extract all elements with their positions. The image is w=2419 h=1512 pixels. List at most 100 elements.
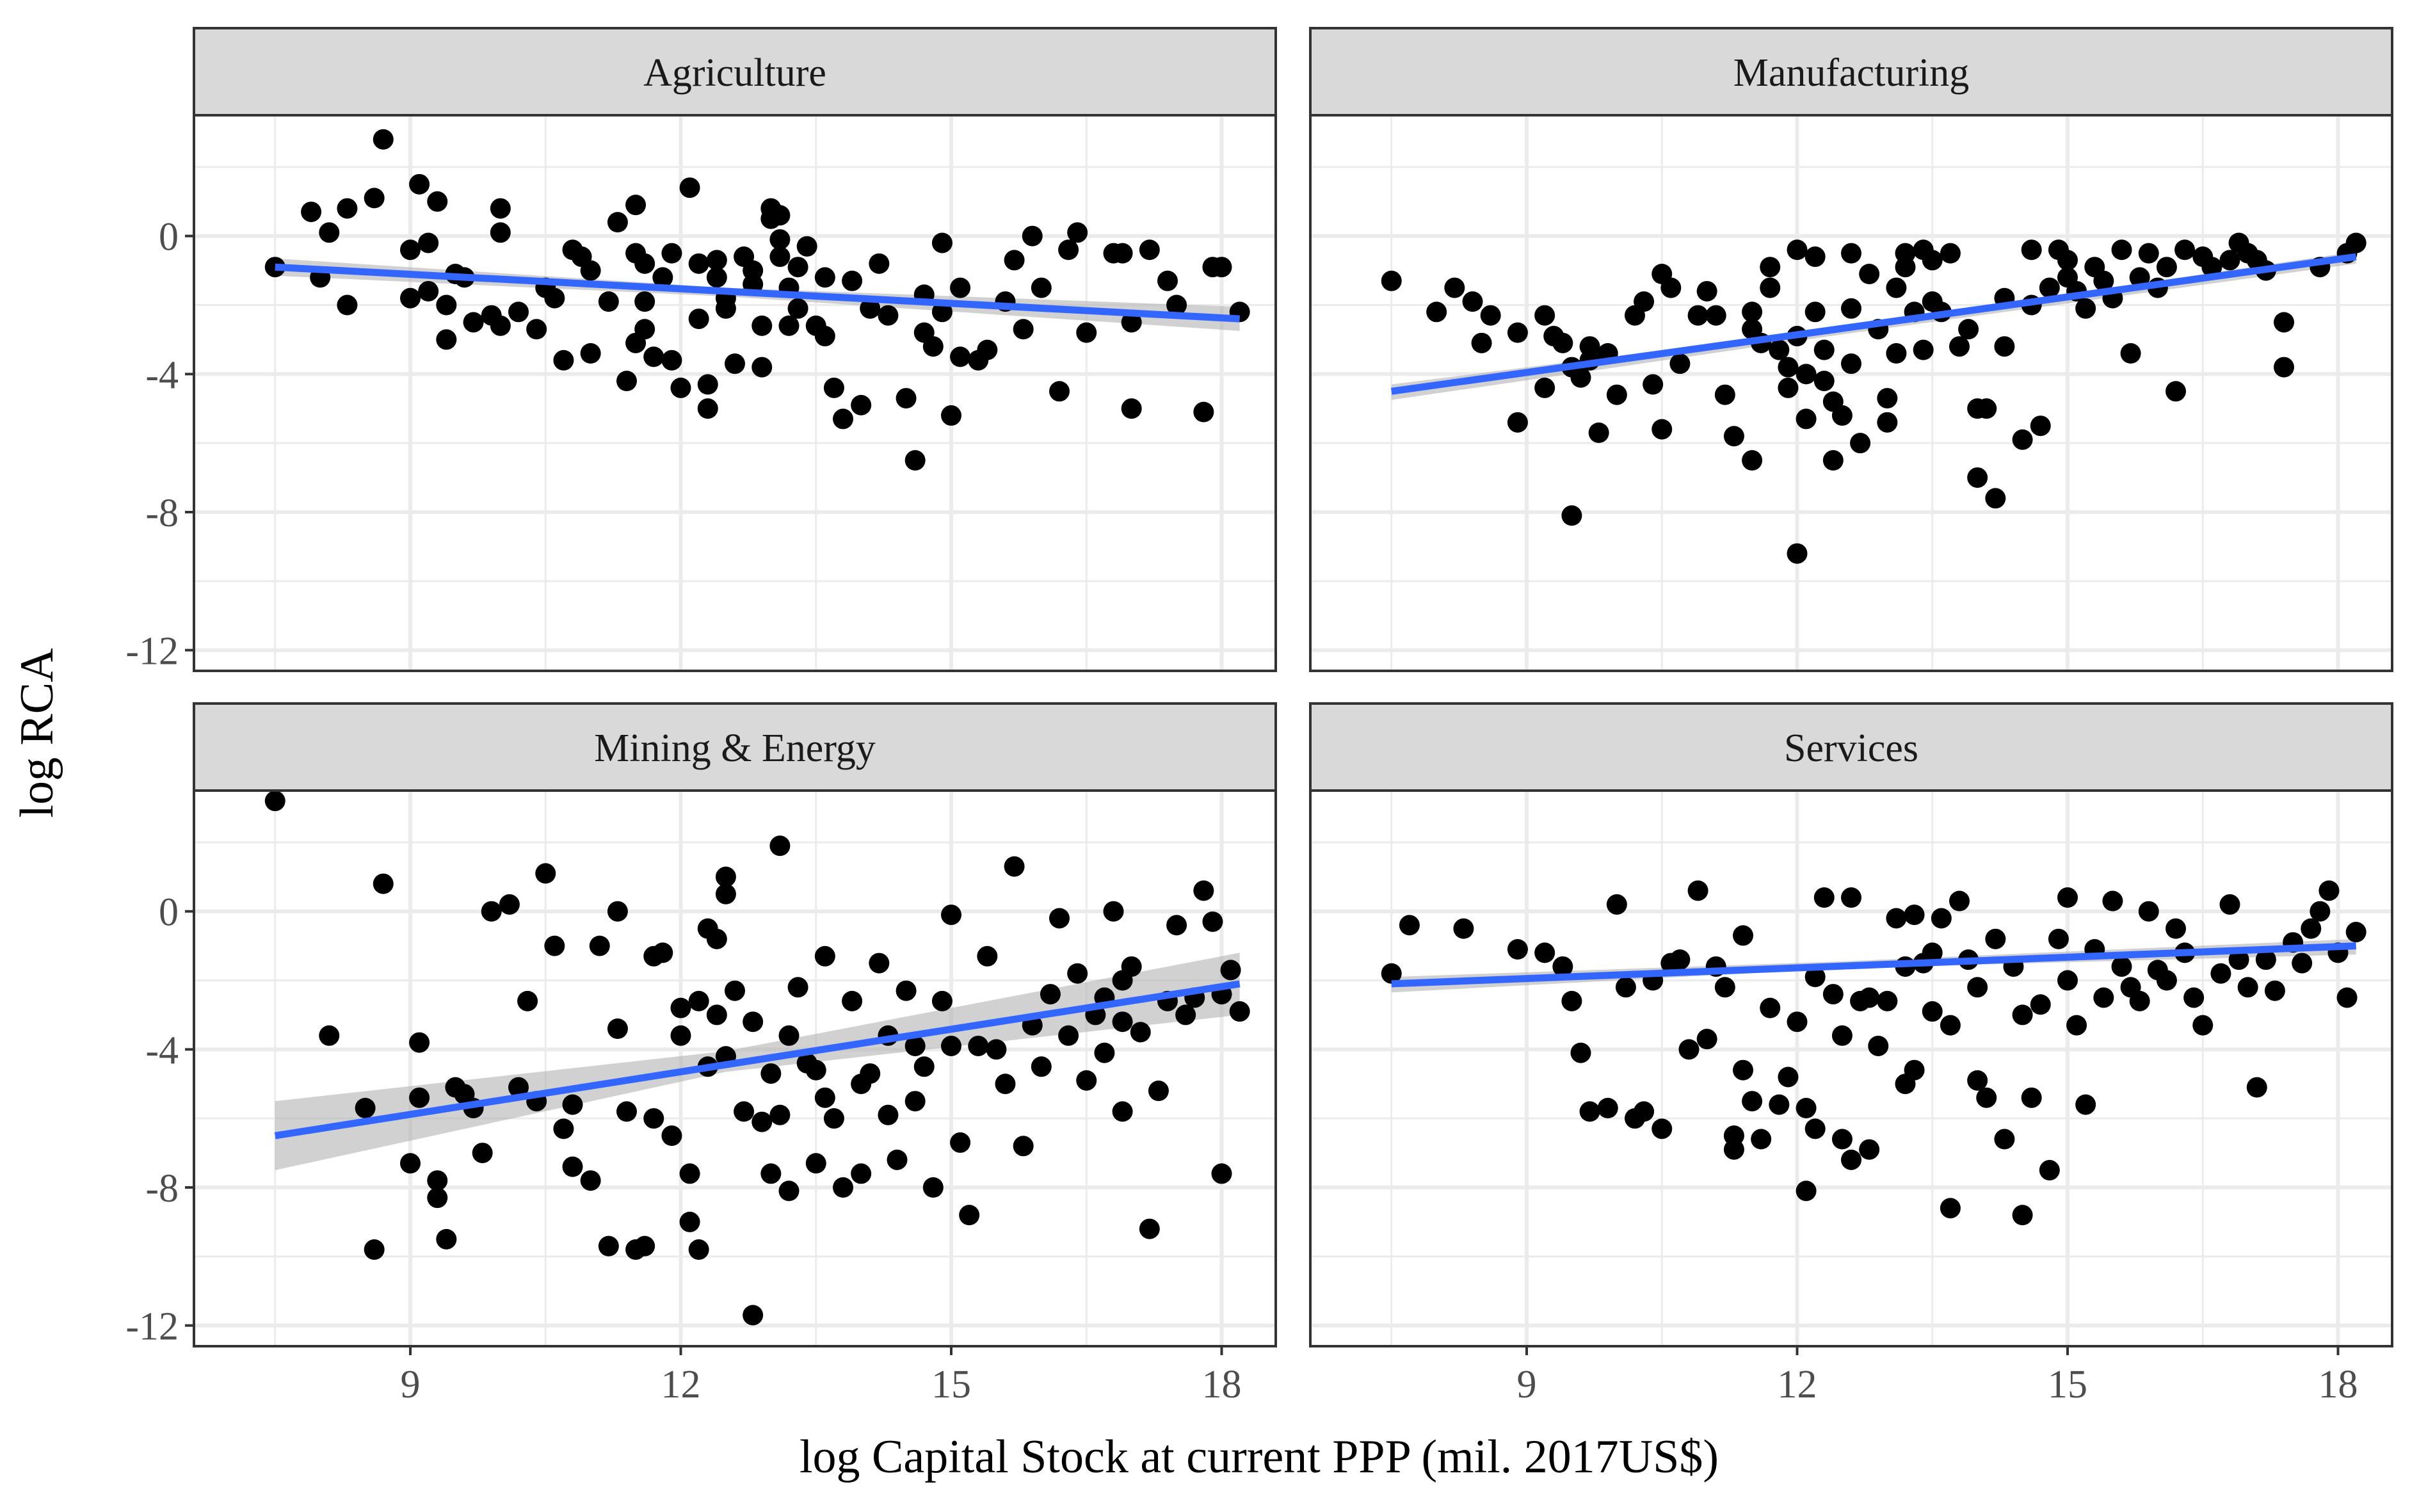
scatter-point [688,1239,709,1260]
scatter-point [725,980,745,1001]
scatter-point [1112,243,1133,264]
y-tick-label: -8 [145,492,179,535]
strip-services [1309,702,2393,792]
scatter-point [904,1035,926,1056]
scatter-point [1822,984,1844,1005]
scatter-point [427,1170,448,1191]
scatter-point [1778,377,1799,398]
scatter-point [1742,450,1763,471]
scatter-point [1841,243,1861,264]
scatter-point [1669,949,1691,970]
scatter-point [1471,332,1492,353]
x-tick-label: 18 [1202,1363,1242,1406]
scatter-point [787,977,808,998]
scatter-point [2066,1015,2087,1036]
panel-agriculture: Agriculture 0 -4 -8 -12 [125,27,1277,673]
scatter-point [400,1153,421,1174]
scatter-point [679,177,700,198]
scatter-point [490,222,511,243]
x-axis-title: log Capital Stock at current PPP (mil. 2… [800,1431,1719,1483]
scatter-point [1804,967,1826,988]
scatter-point [1058,1025,1079,1046]
scatter-point [1760,997,1781,1018]
scatter-point [787,257,808,278]
scatter-point [2138,243,2159,264]
scatter-point [643,1108,664,1129]
scatter-point [1904,1059,1925,1081]
scatter-point [1976,398,1997,419]
scatter-point [2274,312,2294,333]
scatter-point [436,1228,457,1250]
scatter-point [913,1056,935,1077]
y-tick-label: 0 [159,891,179,935]
scatter-point [553,350,574,371]
scatter-point [589,935,610,956]
scatter-point [1813,887,1835,908]
scatter-point [1229,1001,1250,1022]
scatter-point [1714,977,1735,998]
x-tick-label: 15 [2048,1363,2087,1406]
scatter-point [1166,294,1187,316]
scatter-point [1004,250,1025,271]
scatter-point [1859,264,1880,284]
scatter-point [1031,1056,1052,1077]
scatter-point [1112,970,1133,991]
scatter-point [2264,980,2285,1001]
scatter-point [490,198,511,219]
scatter-point [643,346,664,367]
scatter-point [625,195,647,216]
scatter-point [364,188,385,209]
scatter-point [1742,302,1763,323]
scatter-point [2075,1094,2096,1115]
scatter-point [1067,963,1088,984]
scatter-point [1705,305,1726,326]
scatter-point [1157,270,1178,291]
scatter-point [2310,901,2331,922]
scatter-point [823,1108,844,1129]
x-tick-label: 15 [931,1363,971,1406]
scatter-point [1760,277,1781,298]
scatter-point [2166,381,2186,402]
scatter-point [2228,949,2249,970]
scatter-point [1958,319,1979,340]
scatter-point [670,377,691,398]
scatter-point [355,1098,376,1118]
scatter-point [769,1104,791,1125]
scatter-point [1643,374,1664,395]
strip-agriculture [193,27,1277,117]
scatter-point [1121,312,1142,333]
scatter-point [814,945,835,967]
scatter-point [400,287,421,309]
scatter-point [1778,357,1799,378]
scatter-point [598,1235,619,1257]
scatter-point [2292,953,2313,974]
scatter-point [1022,225,1043,246]
scatter-point [1742,1091,1763,1112]
scatter-point [1139,1218,1160,1239]
scatter-point [427,1187,448,1209]
scatter-point [869,953,890,974]
scatter-point [1652,1118,1673,1139]
scatter-point [2228,232,2249,253]
scatter-point [823,377,844,398]
scatter-point [1462,291,1483,312]
scatter-point [1552,956,1573,977]
scatter-point [734,1101,755,1122]
scatter-point [1769,339,1790,360]
scatter-point [1040,984,1061,1005]
scatter-point [1579,1101,1600,1122]
scatter-point [625,332,647,353]
x-tick-label: 9 [401,1363,421,1406]
scatter-point [1561,990,1582,1011]
scatter-point [2093,987,2114,1008]
scatter-point [706,1004,727,1025]
scatter-point [1220,960,1241,981]
scatter-point [661,243,682,264]
scatter-point [2021,1087,2042,1108]
scatter-point [968,1035,989,1056]
scatter-point [760,1163,782,1184]
scatter-point [1913,339,1934,360]
scatter-point [553,1118,574,1139]
scatter-point [769,246,791,268]
